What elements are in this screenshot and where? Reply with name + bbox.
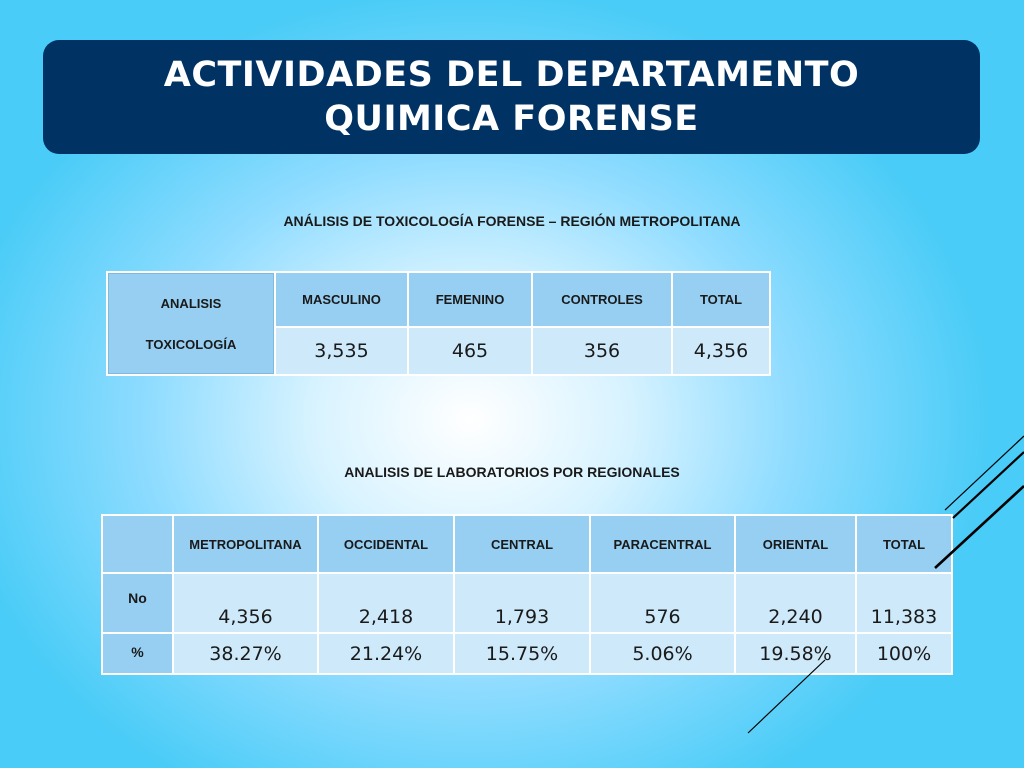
row-label-percent: %	[101, 632, 174, 675]
table-row: % 38.27% 21.24% 15.75% 5.06% 19.58% 100%	[101, 632, 953, 675]
header-femenino: FEMENINO	[407, 271, 533, 328]
deco-line-1	[944, 435, 1024, 511]
value-masculino: 3,535	[274, 326, 409, 376]
header-total: TOTAL	[855, 514, 953, 574]
page-title-line-2: QUIMICA FORENSE	[324, 99, 699, 139]
cell-pct-total: 100%	[855, 632, 953, 675]
cell-pct-oriental: 19.58%	[734, 632, 857, 675]
header-central: CENTRAL	[453, 514, 591, 574]
toxicology-row-label: ANALISIS TOXICOLOGÍA	[106, 271, 276, 376]
toxicology-table: ANALISIS TOXICOLOGÍA MASCULINO FEMENINO …	[106, 271, 771, 376]
row-label-line-1: ANALISIS	[160, 295, 222, 311]
cell-pct-metropolitana: 38.27%	[172, 632, 319, 675]
regional-caption: ANALISIS DE LABORATORIOS POR REGIONALES	[344, 464, 680, 480]
table-row: No 4,356 2,418 1,793 576 2,240 11,383	[101, 572, 953, 634]
title-banner: ACTIVIDADES DEL DEPARTAMENTO QUIMICA FOR…	[43, 40, 980, 154]
cell-no-oriental: 2,240	[734, 572, 857, 634]
cell-pct-central: 15.75%	[453, 632, 591, 675]
header-occidental: OCCIDENTAL	[317, 514, 455, 574]
regional-table: METROPOLITANA OCCIDENTAL CENTRAL PARACEN…	[101, 514, 953, 675]
header-oriental: ORIENTAL	[734, 514, 857, 574]
page-title-line-1: ACTIVIDADES DEL DEPARTAMENTO	[163, 55, 860, 95]
header-controles: CONTROLES	[531, 271, 673, 328]
value-total: 4,356	[671, 326, 771, 376]
header-paracentral: PARACENTRAL	[589, 514, 736, 574]
toxicology-caption: ANÁLISIS DE TOXICOLOGÍA FORENSE – REGIÓN…	[283, 213, 741, 229]
row-label-line-2: TOXICOLOGÍA	[145, 336, 237, 352]
header-masculino: MASCULINO	[274, 271, 409, 328]
cell-pct-occidental: 21.24%	[317, 632, 455, 675]
row-label-no: No	[101, 572, 174, 634]
header-total: TOTAL	[671, 271, 771, 328]
cell-no-central: 1,793	[453, 572, 591, 634]
deco-line-2	[952, 451, 1024, 519]
cell-pct-paracentral: 5.06%	[589, 632, 736, 675]
deco-line-3	[934, 485, 1024, 569]
cell-no-paracentral: 576	[589, 572, 736, 634]
cell-no-metropolitana: 4,356	[172, 572, 319, 634]
value-femenino: 465	[407, 326, 533, 376]
deco-line-4	[747, 659, 826, 734]
cell-no-total: 11,383	[855, 572, 953, 634]
header-blank	[101, 514, 174, 574]
header-metropolitana: METROPOLITANA	[172, 514, 319, 574]
value-controles: 356	[531, 326, 673, 376]
cell-no-occidental: 2,418	[317, 572, 455, 634]
